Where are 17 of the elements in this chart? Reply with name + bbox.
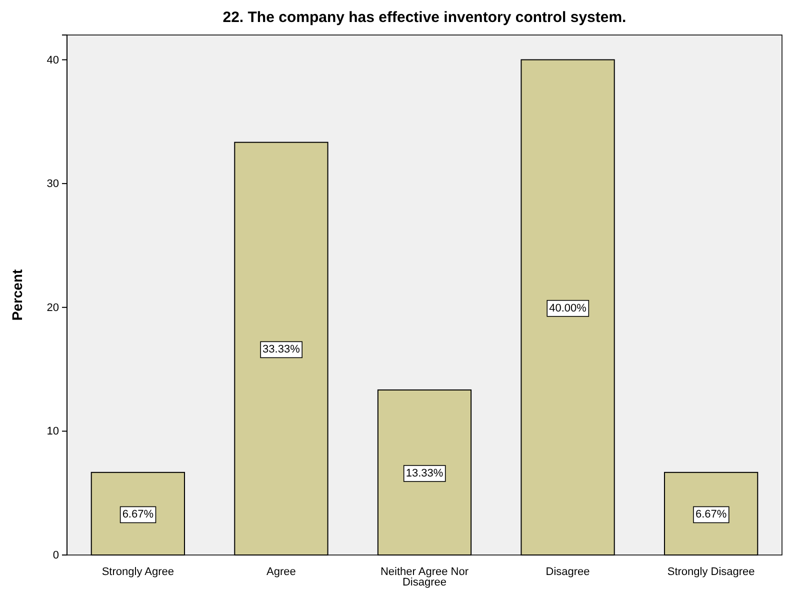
x-tick-label: Neither Agree Nor Disagree (380, 566, 469, 588)
y-tick-label: 20 (46, 302, 59, 314)
y-tick-label: 10 (46, 426, 59, 438)
x-tick-label: Disagree (546, 566, 590, 578)
data-label: 13.33% (406, 467, 444, 480)
data-label: 33.33% (262, 344, 300, 356)
y-tick-label: 40 (46, 54, 59, 66)
chart-title: 22. The company has effective inventory control system. (222, 9, 626, 26)
data-label: 40.00% (549, 302, 587, 314)
y-tick-label: 30 (46, 178, 59, 190)
y-tick-label: 0 (52, 550, 59, 562)
data-label: 6.67% (122, 508, 154, 521)
x-tick-label: Agree (266, 566, 296, 578)
x-tick-label: Strongly Agree (102, 566, 174, 578)
x-tick-label: Strongly Disagree (667, 566, 755, 578)
y-axis-title: Percent (9, 268, 25, 321)
data-label: 6.67% (695, 508, 727, 521)
